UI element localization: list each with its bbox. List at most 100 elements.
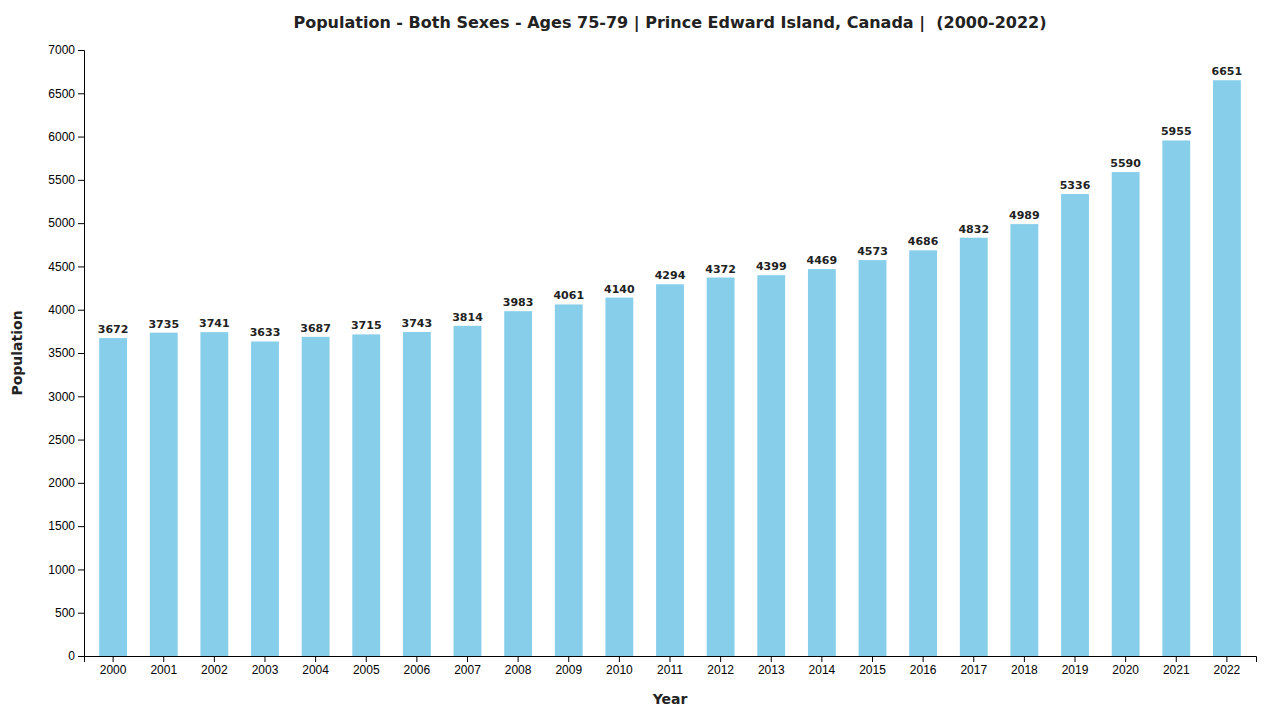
tick-label: 2007 — [454, 663, 481, 677]
tick-mark — [78, 50, 84, 51]
tick-mark — [78, 180, 84, 181]
bar — [1112, 172, 1140, 656]
tick-label: 0 — [68, 649, 75, 663]
tick-label: 2500 — [48, 433, 75, 447]
tick-mark — [78, 440, 84, 441]
bar — [859, 260, 887, 656]
data-label: 4372 — [705, 263, 736, 276]
y-tick: 4000 — [48, 303, 84, 317]
x-tick: 2015 — [859, 656, 886, 677]
x-tick: 2018 — [1011, 656, 1038, 677]
tick-mark — [568, 656, 569, 662]
bar — [1162, 140, 1190, 656]
tick-mark — [872, 656, 873, 662]
tick-label: 1000 — [48, 563, 75, 577]
bar — [251, 341, 279, 656]
tick-label: 6500 — [48, 87, 75, 101]
tick-label: 2014 — [809, 663, 836, 677]
tick-label: 2006 — [404, 663, 431, 677]
data-labels: 3672373537413633368737153743381439834061… — [98, 65, 1242, 339]
y-tick: 0 — [68, 649, 84, 663]
data-label: 4832 — [958, 223, 989, 236]
bar — [150, 333, 178, 656]
tick-mark — [78, 569, 84, 570]
bar — [757, 275, 785, 656]
bar — [99, 338, 127, 656]
x-axis-title: Year — [652, 691, 688, 707]
tick-label: 2001 — [150, 663, 177, 677]
tick-mark — [720, 656, 721, 662]
tick-mark — [416, 656, 417, 662]
y-tick: 6000 — [48, 130, 84, 144]
x-tick: 2006 — [404, 656, 431, 677]
tick-mark — [821, 656, 822, 662]
y-tick: 5500 — [48, 173, 84, 187]
x-tick: 2003 — [252, 656, 279, 677]
data-label: 5590 — [1110, 157, 1141, 170]
tick-label: 4500 — [48, 260, 75, 274]
bar — [909, 250, 937, 656]
bar — [656, 284, 684, 656]
y-tick: 500 — [55, 606, 84, 620]
tick-mark — [1176, 656, 1177, 662]
tick-label: 2016 — [910, 663, 937, 677]
tick-label: 2008 — [505, 663, 532, 677]
tick-mark — [78, 93, 84, 94]
tick-mark — [78, 310, 84, 311]
x-tick: 2020 — [1112, 656, 1139, 677]
x-tick: 2002 — [201, 656, 228, 677]
tick-label: 2009 — [555, 663, 582, 677]
tick-mark — [78, 353, 84, 354]
tick-label: 2011 — [657, 663, 683, 677]
data-label: 3633 — [250, 326, 281, 339]
y-tick: 6500 — [48, 87, 84, 101]
tick-mark — [78, 483, 84, 484]
data-label: 3672 — [98, 323, 129, 336]
y-tick: 3000 — [48, 390, 84, 404]
y-tick: 2000 — [48, 476, 84, 490]
tick-label: 5500 — [48, 173, 75, 187]
x-tick: 2016 — [910, 656, 937, 677]
data-label: 3743 — [402, 317, 433, 330]
bar — [504, 311, 532, 656]
tick-mark — [1024, 656, 1025, 662]
tick-label: 2015 — [859, 663, 886, 677]
tick-mark — [518, 656, 519, 662]
tick-label: 2002 — [201, 663, 228, 677]
tick-mark — [670, 656, 671, 662]
x-axis: 2000200120022003200420052006200720082009… — [85, 656, 1257, 677]
data-label: 3687 — [300, 322, 331, 335]
tick-label: 6000 — [48, 130, 75, 144]
tick-label: 2004 — [302, 663, 329, 677]
tick-mark — [1125, 656, 1126, 662]
tick-mark — [78, 613, 84, 614]
axis-line — [78, 51, 85, 657]
x-tick: 2011 — [657, 656, 683, 677]
x-tick: 2010 — [606, 656, 633, 677]
bars — [99, 80, 1241, 656]
tick-label: 3500 — [48, 346, 75, 360]
tick-label: 2000 — [48, 476, 75, 490]
tick-label: 2012 — [707, 663, 734, 677]
data-label: 4061 — [553, 289, 584, 302]
tick-label: 4000 — [48, 303, 75, 317]
data-label: 4469 — [807, 254, 838, 267]
tick-label: 2003 — [252, 663, 279, 677]
y-axis: 0 500 1000 1500 2000 2500 3000 3500 4000 4500 5000… — [48, 43, 84, 663]
tick-label: 1500 — [48, 519, 75, 533]
bar — [352, 334, 380, 656]
bar — [1010, 224, 1038, 656]
tick-mark — [1075, 656, 1076, 662]
tick-label: 2017 — [960, 663, 987, 677]
data-label: 4989 — [1009, 209, 1040, 222]
tick-mark — [78, 266, 84, 267]
tick-label: 2013 — [758, 663, 785, 677]
data-label: 3741 — [199, 317, 230, 330]
x-tick: 2009 — [555, 656, 582, 677]
tick-mark — [264, 656, 265, 662]
x-tick: 2004 — [302, 656, 329, 677]
data-label: 3735 — [148, 318, 179, 331]
y-tick: 5000 — [48, 216, 84, 230]
data-label: 3983 — [503, 296, 534, 309]
tick-mark — [78, 223, 84, 224]
